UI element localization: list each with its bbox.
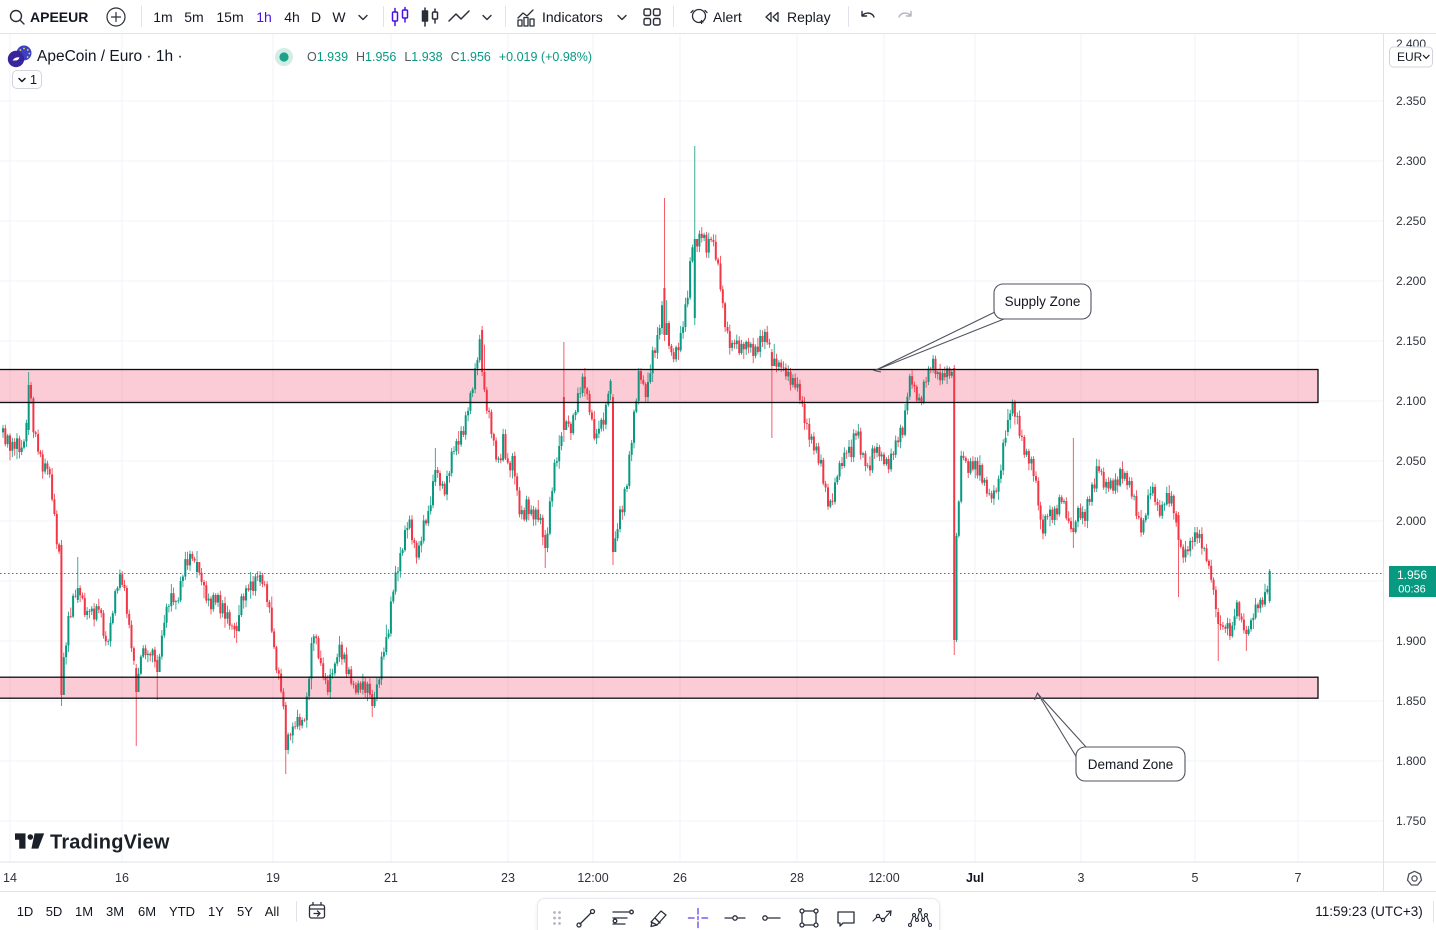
svg-text:28: 28: [790, 871, 804, 885]
svg-text:Supply Zone: Supply Zone: [1005, 294, 1081, 309]
svg-text:16: 16: [115, 871, 129, 885]
svg-text:2.150: 2.150: [1396, 334, 1426, 348]
svg-text:7: 7: [1295, 871, 1302, 885]
svg-text:14: 14: [3, 871, 17, 885]
svg-text:TradingView: TradingView: [50, 832, 170, 854]
svg-text:21: 21: [384, 871, 398, 885]
svg-text:1.900: 1.900: [1396, 634, 1426, 648]
svg-text:5: 5: [1192, 871, 1199, 885]
svg-text:1.850: 1.850: [1396, 694, 1426, 708]
svg-text:1.750: 1.750: [1396, 814, 1426, 828]
svg-text:3: 3: [1078, 871, 1085, 885]
svg-text:00:36: 00:36: [1398, 584, 1426, 596]
svg-text:12:00: 12:00: [577, 871, 608, 885]
svg-text:2.100: 2.100: [1396, 394, 1426, 408]
svg-text:Demand Zone: Demand Zone: [1088, 757, 1174, 772]
svg-text:2.000: 2.000: [1396, 514, 1426, 528]
svg-text:23: 23: [501, 871, 515, 885]
svg-text:2.250: 2.250: [1396, 214, 1426, 228]
svg-text:26: 26: [673, 871, 687, 885]
svg-text:2.050: 2.050: [1396, 454, 1426, 468]
svg-text:Jul: Jul: [966, 871, 984, 885]
svg-text:2.200: 2.200: [1396, 274, 1426, 288]
svg-text:1.956: 1.956: [1397, 568, 1427, 582]
svg-text:2.350: 2.350: [1396, 94, 1426, 108]
svg-text:2.300: 2.300: [1396, 154, 1426, 168]
svg-text:1.800: 1.800: [1396, 754, 1426, 768]
svg-text:12:00: 12:00: [868, 871, 899, 885]
svg-text:19: 19: [266, 871, 280, 885]
svg-text:EUR: EUR: [1397, 50, 1423, 64]
